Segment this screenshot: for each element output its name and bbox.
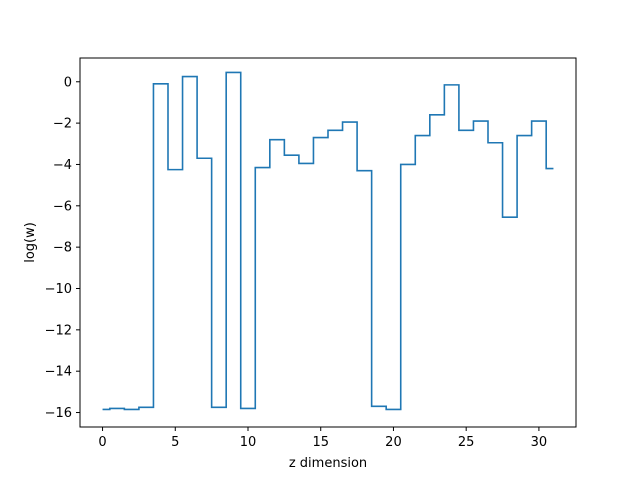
x-tick-label: 10 <box>240 435 257 450</box>
y-tick-label: −14 <box>45 365 72 380</box>
y-tick-label: −10 <box>45 282 72 297</box>
y-tick-label: −4 <box>53 158 72 173</box>
x-tick-label: 15 <box>312 435 329 450</box>
y-tick-label: −8 <box>53 241 72 256</box>
x-tick-label: 5 <box>171 435 179 450</box>
plot-frame <box>79 57 577 428</box>
x-axis-label: z dimension <box>289 456 367 471</box>
series-line-0 <box>102 71 554 411</box>
x-tick-label: 20 <box>385 435 402 450</box>
y-axis-label: log(w) <box>23 222 38 263</box>
y-tick-label: −16 <box>45 406 72 421</box>
x-tick-label: 30 <box>531 435 548 450</box>
x-tick-label: 0 <box>98 435 106 450</box>
x-axis: 0 5 10 15 20 25 30 <box>98 427 547 450</box>
y-tick-label: −2 <box>53 117 72 132</box>
x-tick-label: 25 <box>458 435 475 450</box>
y-tick-label: −12 <box>45 323 72 338</box>
y-tick-label: 0 <box>64 75 72 90</box>
y-tick-label: −6 <box>53 199 72 214</box>
plot-area <box>80 58 576 427</box>
y-axis: 0 −2 −4 −6 −8 −10 −12 −14 −16 <box>45 75 80 421</box>
series-layer <box>102 71 554 411</box>
